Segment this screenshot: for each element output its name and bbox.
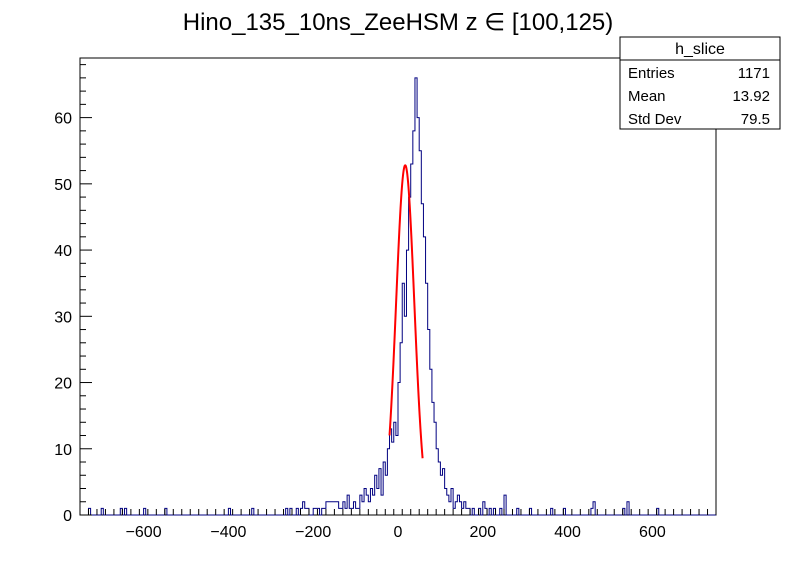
x-tick-label: 600	[639, 524, 666, 541]
chart-title: Hino_135_10ns_ZeeHSM z ∈ [100,125)	[183, 9, 614, 36]
stats-entries-label: Entries	[628, 65, 675, 82]
stats-stddev-value: 79.5	[741, 111, 770, 128]
x-tick-label: −200	[295, 524, 331, 541]
y-tick-label: 50	[54, 177, 72, 194]
stats-entries-value: 1171	[738, 65, 770, 82]
stats-mean-label: Mean	[628, 88, 666, 105]
stats-mean-value: 13.92	[732, 88, 770, 105]
x-tick-label: −600	[126, 524, 162, 541]
x-tick-label: 400	[554, 524, 581, 541]
y-tick-label: 0	[63, 508, 72, 525]
stats-box-frame	[619, 36, 781, 130]
plot-frame	[79, 57, 717, 516]
x-tick-label: −400	[210, 524, 246, 541]
histogram-outline	[80, 77, 716, 516]
y-tick-label: 40	[54, 243, 72, 260]
stats-box: h_slice Entries 1171 Mean 13.92 Std Dev …	[619, 36, 781, 130]
y-tick-label: 10	[54, 442, 72, 459]
y-tick-label: 20	[54, 376, 72, 393]
plot-area: −600 −400 −200 0 200 400 600 0 10 20 30 40 50 60	[54, 57, 717, 541]
stats-box-title: h_slice	[675, 41, 725, 58]
gaussian-fit-curve	[388, 164, 424, 459]
y-tick-label: 30	[54, 309, 72, 326]
y-tick-label: 60	[54, 111, 72, 128]
x-tick-label: 0	[394, 524, 403, 541]
stats-stddev-label: Std Dev	[628, 111, 682, 128]
x-tick-label: 200	[469, 524, 496, 541]
